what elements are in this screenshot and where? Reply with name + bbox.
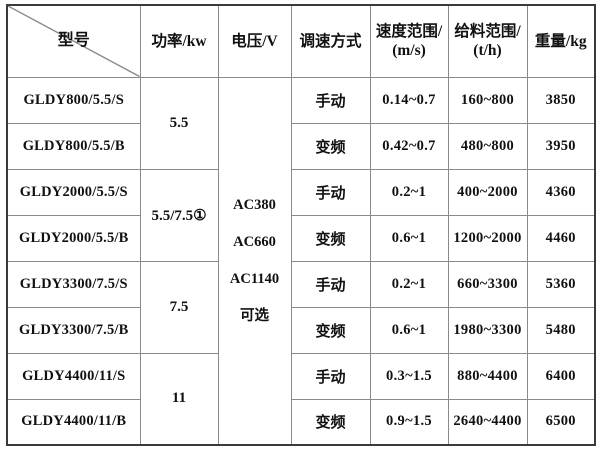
cell-feed-range: 400~2000 xyxy=(447,168,528,216)
cell-speed-mode: 变频 xyxy=(290,214,371,262)
cell-model: GLDY800/5.5/B xyxy=(6,122,141,170)
header-cell-voltage: 电压/V xyxy=(217,4,292,78)
cell-speed-mode: 变频 xyxy=(290,398,371,446)
cell-weight: 6500 xyxy=(526,398,596,446)
table-row: GLDY2000/5.5/B 变频 0.6~1 1200~2000 4460 xyxy=(6,214,596,262)
cell-model: GLDY4400/11/B xyxy=(6,398,141,446)
header-label-weight: 重量/kg xyxy=(534,32,587,50)
cell-speed-range: 0.2~1 xyxy=(369,168,449,216)
cell-voltage: AC380 AC660 AC1140 可选 xyxy=(217,76,292,446)
spec-table-container: 型号 功率/kw 电压/V 调速方式 速度范围/ (m/s) 给料范围/ (t/… xyxy=(6,4,596,446)
cell-speed-range: 0.14~0.7 xyxy=(369,76,449,124)
table-row: GLDY4400/11/S 11 手动 0.3~1.5 880~4400 6400 xyxy=(6,352,596,446)
voltage-option-4: 可选 xyxy=(240,307,269,324)
cell-weight: 3850 xyxy=(526,76,596,124)
voltage-option-3: AC1140 xyxy=(229,270,280,287)
voltage-option-2: AC660 xyxy=(233,233,276,250)
header-label-model: 型号 xyxy=(57,32,90,50)
cell-speed-range: 0.2~1 xyxy=(369,260,449,308)
cell-weight: 6400 xyxy=(526,352,596,400)
cell-feed-range: 160~800 xyxy=(447,76,528,124)
cell-speed-range: 0.3~1.5 xyxy=(369,352,449,400)
cell-weight: 4360 xyxy=(526,168,596,216)
cell-speed-range: 0.6~1 xyxy=(369,306,449,354)
cell-model: GLDY800/5.5/S xyxy=(6,76,141,124)
header-label-mode: 调速方式 xyxy=(299,32,362,50)
cell-speed-mode: 变频 xyxy=(290,122,371,170)
cell-speed-mode: 手动 xyxy=(290,352,371,400)
table-row: GLDY4400/11/B 变频 0.9~1.5 2640~4400 6500 xyxy=(6,398,596,446)
cell-model: GLDY3300/7.5/B xyxy=(6,306,141,354)
header-cell-weight: 重量/kg xyxy=(526,4,596,78)
cell-speed-mode: 手动 xyxy=(290,76,371,124)
cell-speed-range: 0.9~1.5 xyxy=(369,398,449,446)
header-label-feed-line2: (t/h) xyxy=(473,42,502,60)
cell-weight: 4460 xyxy=(526,214,596,262)
cell-weight: 3950 xyxy=(526,122,596,170)
cell-speed-range: 0.42~0.7 xyxy=(369,122,449,170)
cell-feed-range: 880~4400 xyxy=(447,352,528,400)
header-cell-model: 型号 xyxy=(6,4,141,78)
table-row: GLDY2000/5.5/S 5.5/7.5① 手动 0.2~1 400~2000 436… xyxy=(6,168,596,262)
table-row: GLDY800/5.5/B 变频 0.42~0.7 480~800 3950 xyxy=(6,122,596,170)
specification-table: 型号 功率/kw 电压/V 调速方式 速度范围/ (m/s) 给料范围/ (t/… xyxy=(6,4,596,446)
table-row: GLDY800/5.5/S 5.5 AC380 AC660 AC1140 可选 手动 0.14… xyxy=(6,76,596,446)
header-label-speed-line1: 速度范围/ xyxy=(375,22,443,40)
header-label-speed-line2: (m/s) xyxy=(392,42,426,60)
table-row: GLDY3300/7.5/B 变频 0.6~1 1980~3300 5480 xyxy=(6,306,596,354)
voltage-option-1: AC380 xyxy=(233,196,276,213)
cell-speed-range: 0.6~1 xyxy=(369,214,449,262)
cell-weight: 5480 xyxy=(526,306,596,354)
header-label-feed-line1: 给料范围/ xyxy=(454,22,521,40)
header-label-voltage: 电压/V xyxy=(231,32,278,50)
cell-feed-range: 2640~4400 xyxy=(447,398,528,446)
cell-model: GLDY2000/5.5/B xyxy=(6,214,141,262)
cell-feed-range: 1980~3300 xyxy=(447,306,528,354)
cell-weight: 5360 xyxy=(526,260,596,308)
cell-power: 11 xyxy=(139,352,219,446)
table-header-row: 型号 功率/kw 电压/V 调速方式 速度范围/ (m/s) 给料范围/ (t/… xyxy=(6,4,596,78)
cell-power: 7.5 xyxy=(139,260,219,354)
cell-model: GLDY3300/7.5/S xyxy=(6,260,141,308)
cell-power: 5.5 xyxy=(139,76,219,170)
header-cell-mode: 调速方式 xyxy=(290,4,371,78)
header-cell-feed: 给料范围/ (t/h) xyxy=(447,4,528,78)
cell-model: GLDY2000/5.5/S xyxy=(6,168,141,216)
cell-power: 5.5/7.5① xyxy=(139,168,219,262)
table-row: GLDY3300/7.5/S 7.5 手动 0.2~1 660~3300 5360 xyxy=(6,260,596,354)
cell-speed-mode: 手动 xyxy=(290,260,371,308)
header-cell-power: 功率/kw xyxy=(139,4,219,78)
header-cell-speed: 速度范围/ (m/s) xyxy=(369,4,449,78)
cell-speed-mode: 变频 xyxy=(290,306,371,354)
cell-speed-mode: 手动 xyxy=(290,168,371,216)
cell-feed-range: 480~800 xyxy=(447,122,528,170)
cell-feed-range: 1200~2000 xyxy=(447,214,528,262)
header-label-power: 功率/kw xyxy=(151,32,207,50)
cell-feed-range: 660~3300 xyxy=(447,260,528,308)
cell-model: GLDY4400/11/S xyxy=(6,352,141,400)
